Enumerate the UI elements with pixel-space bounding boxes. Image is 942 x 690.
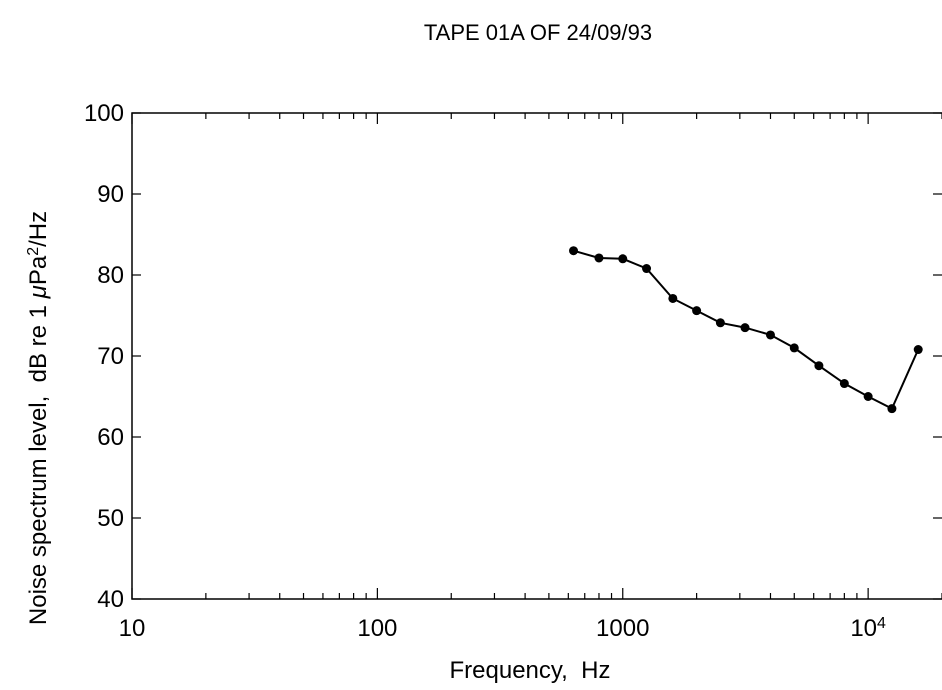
x-tick-label-exp: 4 (877, 615, 886, 632)
y-tick-label: 80 (97, 262, 124, 289)
tick-marks (131, 112, 942, 600)
axis-frame (131, 112, 942, 600)
y-tick-label: 40 (97, 586, 124, 613)
plot-frame (131, 112, 942, 600)
y-tick-label: 100 (84, 100, 124, 127)
data-point (569, 246, 579, 256)
data-point (618, 254, 628, 264)
y-axis-title-suffix: /Hz (25, 211, 52, 247)
data-point (740, 323, 750, 333)
x-tick-labels: 10 100 1000 104 (119, 615, 886, 643)
y-axis-title-sup: 2 (25, 247, 42, 256)
y-tick-label: 60 (97, 424, 124, 451)
x-tick-label-base: 10 (850, 615, 877, 642)
x-tick-label: 10 (119, 615, 146, 642)
y-axis-title: Noise spectrum level, dB re 1 μPa2/Hz (25, 211, 53, 625)
data-point (839, 379, 849, 389)
data-point (863, 392, 873, 401)
data-point (715, 318, 725, 328)
x-axis-title: Frequency, Hz (450, 657, 611, 684)
chart-title: TAPE 01A OF 24/09/93 (424, 20, 652, 45)
x-tick-label: 1000 (596, 615, 649, 642)
data-point (913, 345, 923, 355)
y-axis-title-mu: μ (25, 285, 52, 299)
data-series (569, 246, 923, 414)
y-tick-label: 70 (97, 343, 124, 370)
y-axis-title-unit: Pa (25, 255, 52, 285)
data-point (668, 293, 678, 303)
y-tick-label: 90 (97, 181, 124, 208)
y-tick-label: 50 (97, 505, 124, 532)
data-point (789, 343, 799, 353)
x-tick-label: 100 (357, 615, 397, 642)
data-point (765, 330, 775, 340)
data-point (594, 253, 604, 263)
x-tick-label: 104 (850, 615, 886, 643)
data-point (692, 306, 702, 316)
y-axis-title-prefix: Noise spectrum level, dB re 1 (25, 298, 52, 625)
y-tick-labels: 40 50 60 70 80 90 100 (84, 100, 124, 613)
data-point (814, 361, 824, 371)
data-point (887, 404, 897, 414)
data-point (642, 264, 652, 274)
